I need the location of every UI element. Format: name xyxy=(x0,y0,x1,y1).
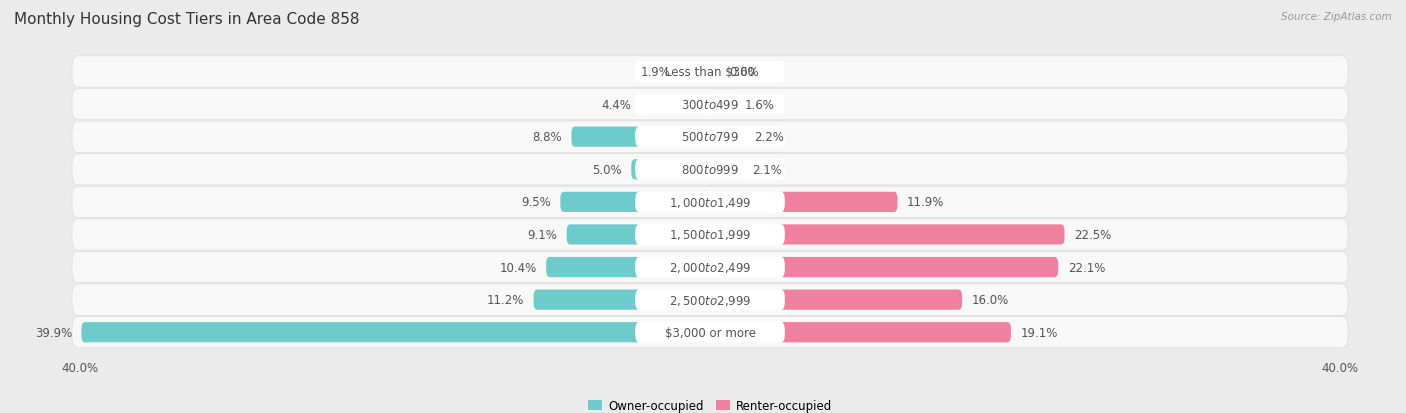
FancyBboxPatch shape xyxy=(636,159,785,180)
Text: 11.9%: 11.9% xyxy=(907,196,945,209)
FancyBboxPatch shape xyxy=(710,95,735,115)
Text: Less than $300: Less than $300 xyxy=(665,66,755,79)
FancyBboxPatch shape xyxy=(636,290,785,311)
FancyBboxPatch shape xyxy=(710,160,744,180)
Text: $300 to $499: $300 to $499 xyxy=(681,98,740,112)
FancyBboxPatch shape xyxy=(636,257,785,278)
FancyBboxPatch shape xyxy=(710,257,1059,278)
FancyBboxPatch shape xyxy=(72,57,1348,88)
FancyBboxPatch shape xyxy=(636,224,785,245)
FancyBboxPatch shape xyxy=(710,127,745,147)
Text: $2,500 to $2,999: $2,500 to $2,999 xyxy=(669,293,751,307)
Text: $1,500 to $1,999: $1,500 to $1,999 xyxy=(669,228,751,242)
FancyBboxPatch shape xyxy=(72,284,1348,316)
FancyBboxPatch shape xyxy=(710,62,720,83)
FancyBboxPatch shape xyxy=(561,192,710,212)
FancyBboxPatch shape xyxy=(72,89,1348,121)
FancyBboxPatch shape xyxy=(681,62,710,83)
FancyBboxPatch shape xyxy=(636,322,785,343)
FancyBboxPatch shape xyxy=(534,290,710,310)
FancyBboxPatch shape xyxy=(710,192,897,212)
Text: 22.5%: 22.5% xyxy=(1074,228,1111,241)
Text: 16.0%: 16.0% xyxy=(972,293,1008,306)
FancyBboxPatch shape xyxy=(72,317,1348,348)
FancyBboxPatch shape xyxy=(636,62,785,83)
Text: 2.2%: 2.2% xyxy=(754,131,785,144)
FancyBboxPatch shape xyxy=(636,192,785,213)
FancyBboxPatch shape xyxy=(567,225,710,245)
Text: 5.0%: 5.0% xyxy=(592,164,621,176)
Text: 22.1%: 22.1% xyxy=(1067,261,1105,274)
FancyBboxPatch shape xyxy=(636,127,785,148)
FancyBboxPatch shape xyxy=(72,252,1348,283)
FancyBboxPatch shape xyxy=(641,95,710,115)
Text: 9.5%: 9.5% xyxy=(522,196,551,209)
FancyBboxPatch shape xyxy=(631,160,710,180)
Text: $3,000 or more: $3,000 or more xyxy=(665,326,755,339)
Text: 0.6%: 0.6% xyxy=(728,66,759,79)
Text: Source: ZipAtlas.com: Source: ZipAtlas.com xyxy=(1281,12,1392,22)
FancyBboxPatch shape xyxy=(546,257,710,278)
FancyBboxPatch shape xyxy=(82,322,710,342)
FancyBboxPatch shape xyxy=(72,154,1348,185)
Legend: Owner-occupied, Renter-occupied: Owner-occupied, Renter-occupied xyxy=(583,394,837,413)
Text: 19.1%: 19.1% xyxy=(1021,326,1057,339)
Text: $500 to $799: $500 to $799 xyxy=(681,131,740,144)
FancyBboxPatch shape xyxy=(710,290,962,310)
FancyBboxPatch shape xyxy=(72,187,1348,218)
Text: 1.6%: 1.6% xyxy=(745,98,775,112)
FancyBboxPatch shape xyxy=(72,219,1348,251)
Text: 1.9%: 1.9% xyxy=(641,66,671,79)
Text: $1,000 to $1,499: $1,000 to $1,499 xyxy=(669,195,751,209)
FancyBboxPatch shape xyxy=(571,127,710,147)
FancyBboxPatch shape xyxy=(710,225,1064,245)
Text: Monthly Housing Cost Tiers in Area Code 858: Monthly Housing Cost Tiers in Area Code … xyxy=(14,12,360,27)
FancyBboxPatch shape xyxy=(72,122,1348,153)
Text: 39.9%: 39.9% xyxy=(35,326,72,339)
Text: $2,000 to $2,499: $2,000 to $2,499 xyxy=(669,261,751,274)
Text: 10.4%: 10.4% xyxy=(499,261,537,274)
Text: 4.4%: 4.4% xyxy=(602,98,631,112)
Text: 8.8%: 8.8% xyxy=(533,131,562,144)
FancyBboxPatch shape xyxy=(710,322,1011,342)
Text: 11.2%: 11.2% xyxy=(486,293,524,306)
Text: $800 to $999: $800 to $999 xyxy=(681,164,740,176)
FancyBboxPatch shape xyxy=(636,94,785,115)
Text: 2.1%: 2.1% xyxy=(752,164,783,176)
Text: 9.1%: 9.1% xyxy=(527,228,557,241)
